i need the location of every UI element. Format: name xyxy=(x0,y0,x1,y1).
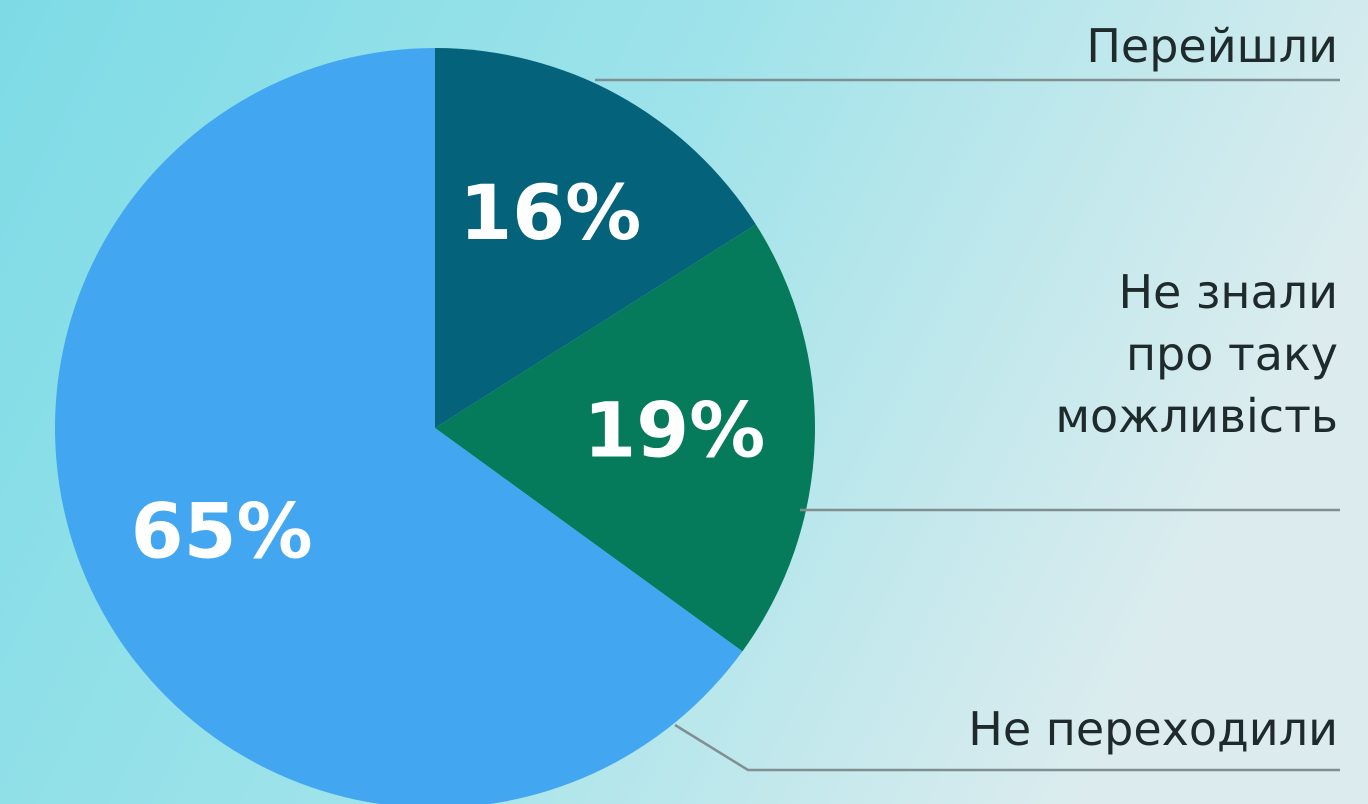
category-label: Перейшли xyxy=(1086,19,1338,73)
category-line: можливість xyxy=(1055,389,1338,443)
category-line: про таку xyxy=(1126,327,1338,381)
category-label: Не знали про таку можливість xyxy=(1055,265,1338,443)
pie-slice xyxy=(435,48,756,428)
value-label: 65% xyxy=(131,487,313,576)
value-label: 16% xyxy=(459,168,641,257)
category-label: Не переходили xyxy=(968,702,1338,756)
value-label: 19% xyxy=(583,386,765,475)
pie-slice xyxy=(435,224,815,652)
pie-slice xyxy=(55,48,743,804)
category-line: Не переходили xyxy=(968,702,1338,756)
leader-line xyxy=(674,723,1340,772)
category-line: Перейшли xyxy=(1086,19,1338,73)
category-line: Не знали xyxy=(1118,265,1338,319)
